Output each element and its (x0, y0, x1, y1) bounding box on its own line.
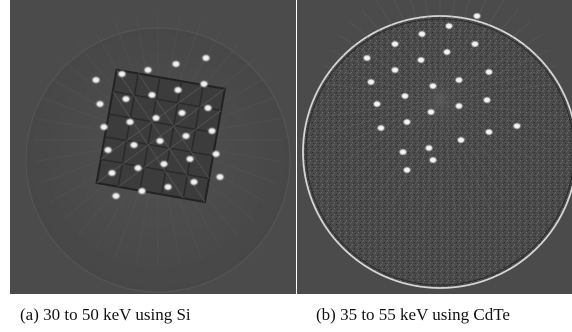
bead (148, 92, 156, 98)
bead (483, 97, 491, 103)
bead (429, 157, 437, 163)
bead (204, 105, 212, 111)
bead (100, 124, 108, 130)
bead (156, 138, 164, 144)
bead (118, 71, 126, 77)
bead (403, 119, 411, 125)
bead (134, 165, 142, 171)
bead (200, 81, 208, 87)
bead (473, 13, 481, 19)
bead (144, 67, 152, 73)
caption-a: (a) 30 to 50 keV using Si (20, 305, 191, 324)
bead (212, 151, 220, 157)
bead (417, 57, 425, 63)
bead (391, 41, 399, 47)
phantom-grid (95, 68, 227, 204)
bead (485, 129, 493, 135)
bead (160, 161, 168, 167)
disk-outline (302, 15, 572, 289)
ct-slice-cdte-image (297, 0, 572, 294)
bead (178, 110, 186, 116)
bead (455, 103, 463, 109)
bead (208, 128, 216, 134)
bead (130, 142, 138, 148)
bead (126, 119, 134, 125)
bead (418, 31, 426, 37)
bead (164, 184, 172, 190)
bead (186, 156, 194, 162)
caption-b: (b) 35 to 55 keV using CdTe (316, 305, 510, 324)
bead (363, 55, 371, 61)
bead (182, 133, 190, 139)
bead (399, 149, 407, 155)
bead (445, 23, 453, 29)
bead (112, 193, 120, 199)
bead (108, 170, 116, 176)
bead-markers (92, 55, 224, 199)
bead (373, 101, 381, 107)
bead (377, 125, 385, 131)
bead (425, 145, 433, 151)
bead (190, 179, 198, 185)
bead (92, 77, 100, 83)
bead-markers (363, 13, 521, 173)
bead (174, 87, 182, 93)
bead (513, 123, 521, 129)
bead (104, 147, 112, 153)
bead (152, 115, 160, 121)
bead (96, 101, 104, 107)
bead (367, 79, 375, 85)
bead (443, 49, 451, 55)
bead (202, 55, 210, 61)
bead (429, 83, 437, 89)
bead (138, 188, 146, 194)
ct-slice-si-image (10, 0, 296, 294)
ct-slice-si (10, 0, 296, 294)
ct-slice-cdte (297, 0, 572, 294)
bead (455, 77, 463, 83)
bead (471, 41, 479, 47)
bead (122, 96, 130, 102)
bead (485, 69, 493, 75)
bead (391, 67, 399, 73)
bead (216, 174, 224, 180)
bead (401, 93, 409, 99)
bead (172, 61, 180, 67)
bead (403, 167, 411, 173)
bead (457, 137, 465, 143)
bead (427, 109, 435, 115)
